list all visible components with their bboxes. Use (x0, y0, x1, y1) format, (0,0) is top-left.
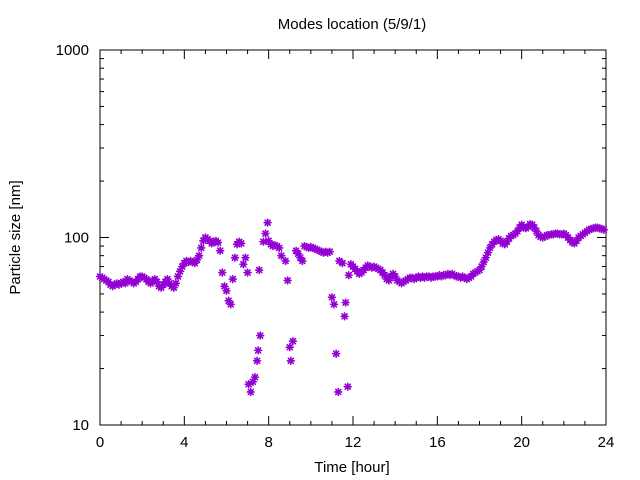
data-point (263, 218, 272, 227)
data-points (95, 218, 609, 397)
data-point (344, 270, 353, 280)
data-point (599, 225, 609, 234)
data-point (194, 251, 204, 260)
x-tick-label: 8 (264, 434, 272, 451)
data-point (331, 349, 341, 358)
data-point (281, 256, 290, 266)
data-point (228, 274, 238, 284)
data-point (253, 346, 263, 355)
data-point (327, 293, 337, 302)
x-axis-ticks (99, 50, 607, 425)
data-point (213, 238, 223, 247)
x-tick-label: 12 (345, 434, 362, 451)
data-point (325, 247, 335, 256)
y-tick-label: 100 (64, 230, 89, 247)
data-point (261, 229, 270, 238)
data-point (340, 312, 349, 321)
data-point (239, 260, 248, 269)
data-point (283, 276, 292, 285)
data-point (259, 237, 268, 246)
data-point (329, 300, 339, 309)
data-point (298, 256, 307, 266)
data-point (222, 286, 231, 295)
data-point (288, 336, 298, 346)
data-point (343, 382, 352, 391)
y-tick-label: 1000 (56, 42, 89, 59)
x-axis-tick-labels: 0 4 8 12 16 20 24 (96, 434, 615, 451)
x-axis-title: Time [hour] (314, 459, 389, 476)
data-point (243, 268, 252, 277)
data-point (171, 279, 181, 288)
chart-title: Modes location (5/9/1) (278, 16, 426, 33)
data-point (215, 246, 225, 255)
plot-frame (99, 49, 607, 426)
data-point (286, 356, 296, 365)
data-point (341, 298, 350, 307)
y-tick-label: 10 (72, 417, 89, 434)
data-point (277, 251, 286, 260)
data-point (252, 356, 262, 365)
data-point (218, 268, 227, 277)
data-point (285, 342, 294, 352)
data-point (275, 243, 284, 253)
x-tick-label: 4 (180, 434, 188, 451)
x-tick-label: 16 (429, 434, 446, 451)
x-tick-label: 20 (513, 434, 530, 451)
data-point (254, 265, 264, 275)
data-point (241, 253, 250, 262)
x-tick-label: 24 (598, 434, 615, 451)
data-point (338, 258, 347, 268)
y-axis-tick-labels: 10 100 1000 (56, 42, 89, 434)
y-axis-title: Particle size [nm] (7, 180, 24, 294)
data-point (250, 372, 260, 382)
data-point (230, 253, 240, 262)
data-point (256, 331, 265, 340)
data-point (226, 300, 235, 309)
data-point (334, 387, 343, 397)
data-point (246, 387, 255, 397)
data-point (197, 243, 206, 253)
y-axis-ticks (100, 49, 606, 426)
data-point (237, 239, 246, 248)
x-tick-label: 0 (96, 434, 104, 451)
